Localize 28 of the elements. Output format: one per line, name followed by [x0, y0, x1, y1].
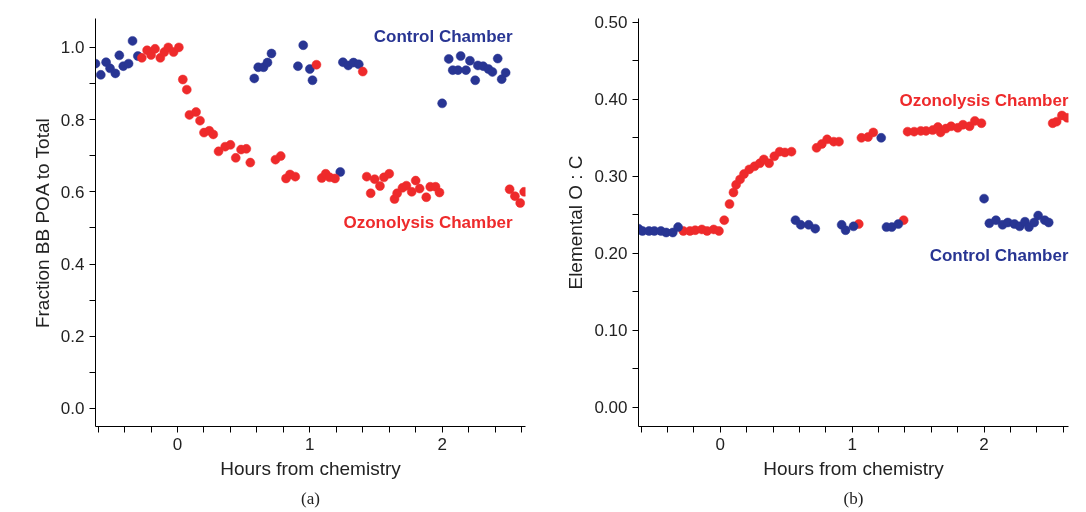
text: (b) — [843, 488, 864, 508]
y-axis-title: Elemental O : C — [565, 155, 587, 290]
x-axis-title: Hours from chemistry — [220, 457, 402, 479]
text: (a) — [301, 488, 320, 508]
y-tick-label: 0.10 — [594, 321, 628, 341]
series-label: Control Chamber — [929, 245, 1069, 265]
x-tick-label: 0 — [715, 434, 726, 454]
x-tick-label: 1 — [847, 434, 857, 454]
y-tick-label: 0.50 — [594, 13, 628, 33]
y-tick-label: 0.8 — [60, 110, 85, 130]
y-tick-label: 0.20 — [594, 244, 628, 264]
x-tick-label: 1 — [305, 434, 315, 454]
series-label: Ozonolysis Chamber — [343, 213, 513, 232]
y-tick-label: 0.00 — [594, 398, 628, 418]
y-tick-label: 1.0 — [60, 38, 85, 58]
y-tick-label: 0.0 — [60, 399, 85, 419]
y-tick-label: 0.30 — [594, 167, 628, 187]
y-tick-label: 0.6 — [60, 182, 85, 202]
y-tick-label: 0.2 — [60, 327, 85, 347]
series-label: Control Chamber — [373, 27, 513, 47]
x-tick-label: 0 — [172, 434, 183, 454]
y-tick-label: 0.4 — [60, 255, 85, 275]
y-tick-label: 0.40 — [594, 90, 628, 110]
series-label: Ozonolysis Chamber — [899, 90, 1069, 110]
x-tick-label: 2 — [437, 434, 447, 454]
y-axis-title: Fraction BB POA to Total — [31, 118, 53, 329]
x-axis-title: Hours from chemistry — [763, 457, 945, 479]
x-tick-label: 2 — [979, 434, 989, 454]
